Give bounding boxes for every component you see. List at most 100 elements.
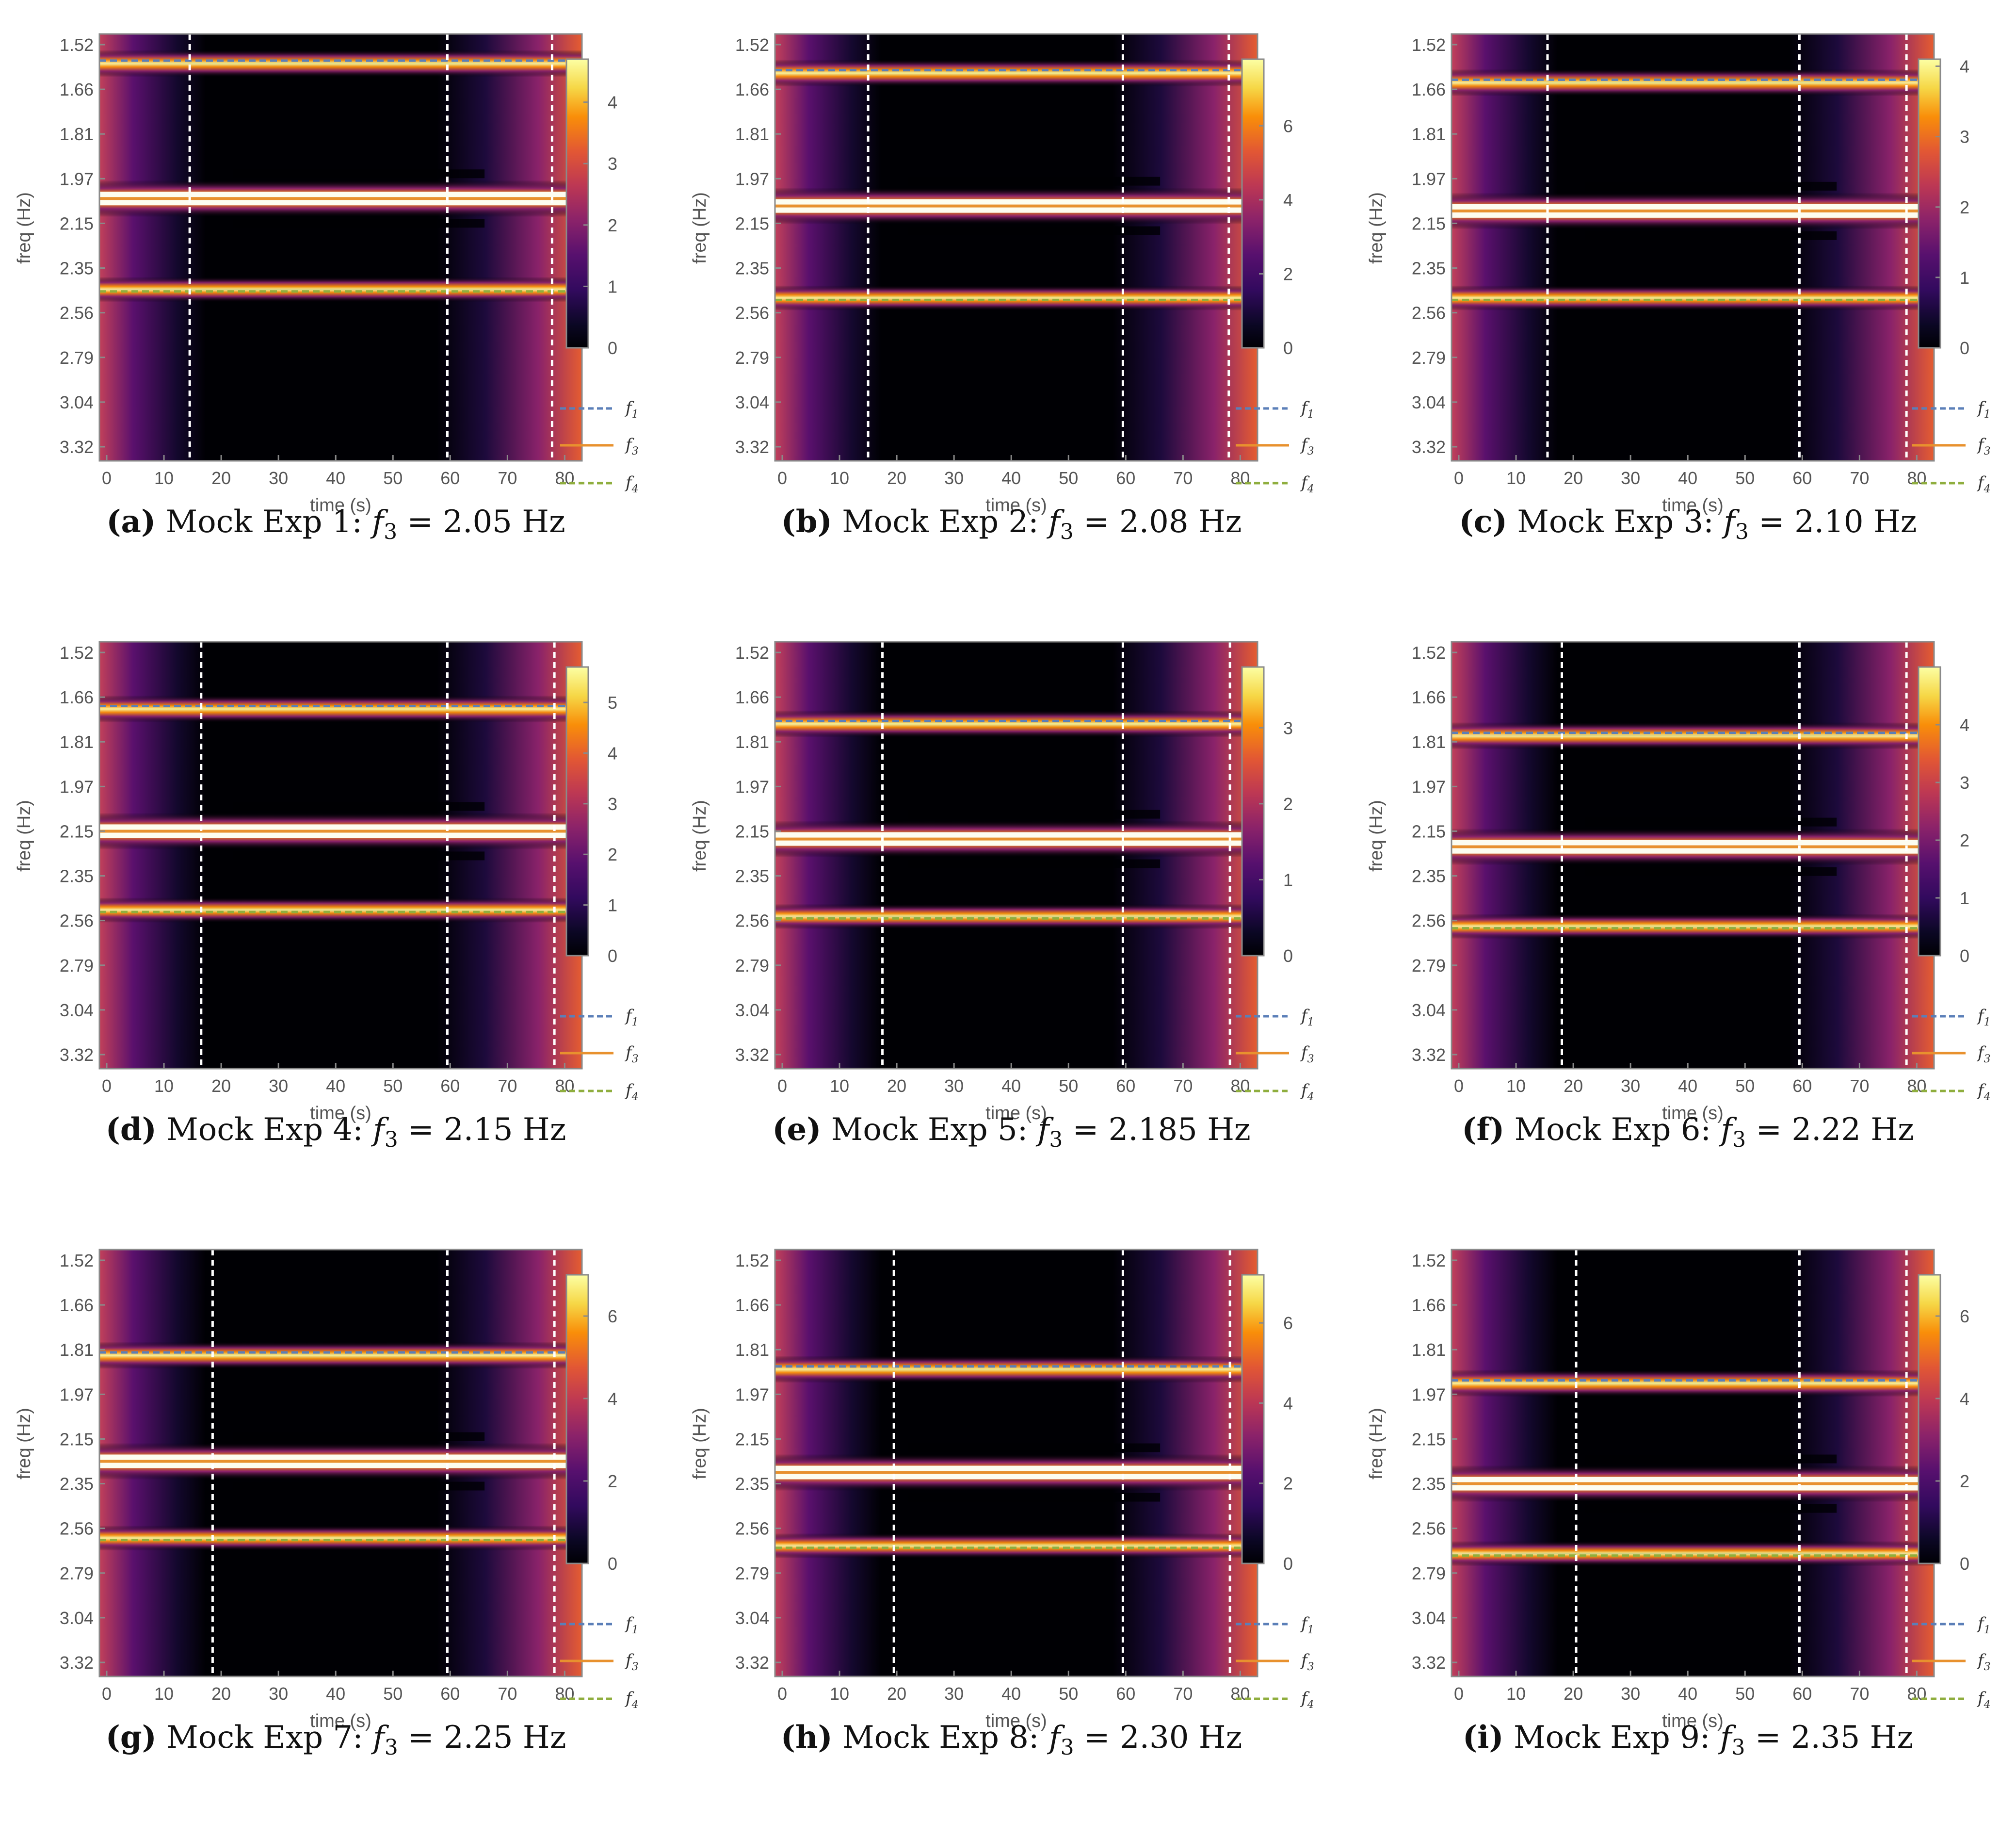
y-tick-label: 2.15: [60, 213, 94, 233]
y-tick-label: 3.32: [60, 437, 94, 457]
y-tick-label: 2.15: [1412, 213, 1446, 233]
caption-subscript: 3: [1049, 1127, 1063, 1152]
y-tick-label: 2.15: [1412, 821, 1446, 841]
y-tick-label: 3.04: [1412, 392, 1446, 412]
y-tick-label: 1.81: [60, 1340, 94, 1360]
x-tick-label: 80: [1230, 1684, 1250, 1704]
caption-variable: f: [1724, 504, 1735, 540]
panel-letter: (i): [1462, 1719, 1504, 1756]
x-tick-label: 60: [1116, 1076, 1135, 1096]
spectrogram-chart: 1.52 1.66 1.81 1.97 2.15 2.35 2.56 2.79 3.04 3.32…: [14, 641, 639, 1123]
colorbar-tick-label: 4: [608, 93, 617, 113]
caption-equals: =: [398, 1720, 444, 1756]
colorbar-tick-label: 2: [608, 845, 617, 864]
spectrogram-chart: 1.52 1.66 1.81 1.97 2.15 2.35 2.56 2.79 3.04 3.32…: [690, 1249, 1314, 1731]
y-tick-label: 2.35: [60, 1474, 94, 1494]
x-axis-label: time (s): [985, 495, 1047, 516]
legend-label-f3: f3: [624, 435, 639, 457]
y-tick-label: 1.52: [60, 1251, 94, 1270]
caption-title: Mock Exp 9:: [1503, 1720, 1720, 1756]
y-tick-label: 2.56: [735, 303, 769, 323]
caption-variable: f: [1721, 1112, 1733, 1148]
legend-label-f1: f1: [624, 1006, 639, 1028]
y-tick-label: 2.56: [735, 911, 769, 931]
x-tick-label: 70: [498, 1076, 517, 1096]
y-tick-label: 1.66: [60, 1295, 94, 1315]
x-axis-label: time (s): [1662, 1711, 1724, 1731]
caption-equals: =: [1063, 1112, 1109, 1148]
y-tick-label: 2.79: [60, 1563, 94, 1583]
legend-label-f1: f1: [1976, 1614, 1991, 1636]
colorbar-tick-label: 2: [1960, 1471, 1969, 1491]
caption-title: Mock Exp 8:: [832, 1720, 1049, 1756]
y-tick-label: 1.81: [1412, 124, 1446, 144]
caption-title: Mock Exp 2:: [832, 504, 1049, 540]
x-tick-label: 80: [1907, 1684, 1926, 1704]
y-tick-label: 3.04: [1412, 1000, 1446, 1020]
x-tick-label: 50: [1059, 1076, 1078, 1096]
x-tick-label: 10: [1506, 1684, 1526, 1704]
colorbar: [1918, 1274, 1941, 1564]
x-tick-label: 20: [211, 1684, 231, 1704]
colorbar: [1918, 58, 1941, 349]
x-tick-label: 20: [1564, 468, 1583, 488]
legend-label-f1: f1: [624, 1614, 639, 1636]
y-tick-label: 1.66: [735, 687, 769, 707]
caption-value: 2.30 Hz: [1119, 1720, 1242, 1756]
x-tick-label: 10: [830, 468, 849, 488]
y-tick-label: 1.97: [1412, 169, 1446, 189]
caption-value: 2.35 Hz: [1790, 1720, 1914, 1756]
heatmap-body: [1452, 1250, 1934, 1676]
x-tick-label: 70: [498, 1684, 517, 1704]
x-tick-label: 80: [1230, 468, 1250, 488]
caption-value: 2.25 Hz: [444, 1720, 566, 1756]
y-tick-label: 1.97: [735, 169, 769, 189]
colorbar-tick-label: 0: [1960, 1554, 1969, 1574]
colorbar-tick-label: 3: [1960, 773, 1969, 793]
y-tick-label: 2.35: [60, 866, 94, 886]
colorbar-tick-label: 0: [1283, 1554, 1293, 1574]
y-tick-label: 2.79: [735, 956, 769, 976]
y-tick-label: 2.35: [735, 1474, 769, 1494]
heatmap-body: [775, 642, 1258, 1069]
x-tick-label: 20: [1564, 1076, 1583, 1096]
x-tick-label: 40: [1678, 1684, 1697, 1704]
colorbar-tick-label: 1: [608, 277, 617, 296]
y-tick-label: 3.32: [60, 1653, 94, 1673]
caption-title: Mock Exp 4:: [156, 1112, 373, 1148]
y-tick-label: 1.97: [735, 1384, 769, 1404]
colorbar-tick-label: 2: [1960, 830, 1969, 850]
legend-label-f4: f4: [1300, 1689, 1314, 1711]
colorbar-tick-label: 3: [608, 154, 617, 174]
panel-caption: (d) Mock Exp 4: f3 = 2.15 Hz: [0, 1111, 672, 1152]
heatmap-body: [99, 642, 582, 1069]
y-tick-label: 2.15: [1412, 1429, 1446, 1449]
spectrogram-panel: 1.52 1.66 1.81 1.97 2.15 2.35 2.56 2.79 3.04 3.32…: [676, 0, 1347, 606]
x-tick-label: 0: [777, 1076, 787, 1096]
heatmap-body: [1452, 34, 1934, 461]
panel-caption: (e) Mock Exp 5: f3 = 2.185 Hz: [676, 1111, 1347, 1152]
x-tick-label: 0: [102, 1076, 112, 1096]
heatmap-body: [99, 1250, 582, 1676]
panel-letter: (a): [106, 504, 156, 540]
x-tick-label: 50: [1735, 1076, 1755, 1096]
x-tick-label: 0: [102, 468, 112, 488]
x-axis-label: time (s): [985, 1103, 1047, 1123]
spectrogram-panel: 1.52 1.66 1.81 1.97 2.15 2.35 2.56 2.79 3.04 3.32…: [1352, 1216, 2016, 1822]
y-axis-label: freq (Hz): [1366, 1408, 1387, 1480]
caption-equals: =: [397, 504, 443, 540]
x-tick-label: 60: [1792, 1076, 1812, 1096]
spectrogram-chart: 1.52 1.66 1.81 1.97 2.15 2.35 2.56 2.79 3.04 3.32…: [690, 641, 1314, 1123]
y-tick-label: 1.66: [1412, 80, 1446, 99]
x-tick-label: 10: [1506, 1076, 1526, 1096]
y-tick-label: 3.04: [60, 1608, 94, 1628]
panel-caption: (i) Mock Exp 9: f3 = 2.35 Hz: [1352, 1719, 2016, 1760]
caption-value: 2.05 Hz: [443, 504, 565, 540]
caption-title: Mock Exp 1:: [156, 504, 372, 540]
spectrogram-panel: 1.52 1.66 1.81 1.97 2.15 2.35 2.56 2.79 3.04 3.32…: [0, 1216, 672, 1822]
colorbar: [1241, 666, 1265, 957]
x-tick-label: 10: [1506, 468, 1526, 488]
y-tick-label: 3.32: [1412, 437, 1446, 457]
x-tick-label: 10: [154, 468, 174, 488]
y-tick-label: 1.97: [60, 169, 94, 189]
